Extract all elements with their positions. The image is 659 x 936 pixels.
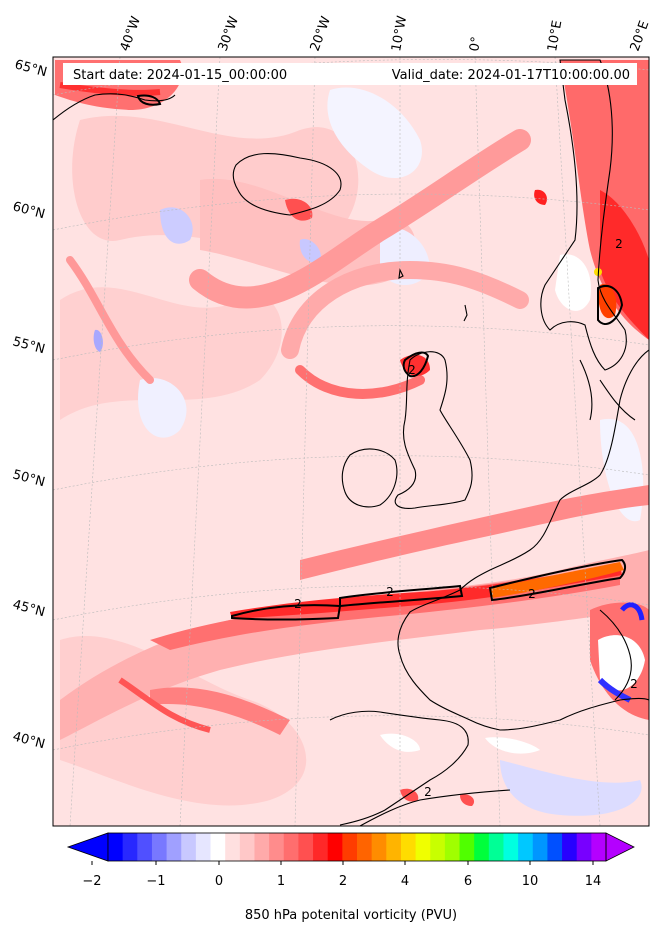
colorbar-swatch — [562, 833, 578, 861]
colorbar-tick-label: 14 — [585, 874, 602, 889]
lon-label: 10°W — [389, 15, 410, 53]
colorbar-tick-label: −1 — [146, 874, 165, 889]
colorbar-swatch — [386, 833, 402, 861]
colorbar-swatch — [342, 833, 358, 861]
contour-label: 2 — [528, 587, 536, 601]
colorbar-swatch — [576, 833, 592, 861]
lon-label: 40°W — [118, 14, 144, 53]
colorbar-tick-label: 4 — [401, 874, 409, 889]
colorbar-swatch — [108, 833, 124, 861]
colorbar-swatch — [327, 833, 343, 861]
contour-label: 2 — [615, 237, 623, 251]
colorbar-tick-label: −2 — [82, 874, 101, 889]
coastlines — [53, 59, 649, 826]
colorbar-swatch — [151, 833, 168, 861]
colorbar-swatch — [415, 833, 431, 861]
contour-label: 2 — [424, 785, 432, 799]
valid-date-label: Valid_date: 2024-01-17T10:00:00.00 — [392, 68, 630, 83]
lat-label: 50°N — [11, 467, 47, 490]
colorbar-tick-label: 0 — [215, 874, 223, 889]
colorbar-swatch — [298, 833, 314, 861]
colorbar-swatch — [518, 833, 534, 861]
colorbar-swatch — [269, 833, 285, 861]
colorbar-label: 850 hPa potenital vorticity (PVU) — [245, 908, 457, 923]
colorbar-tick-label: 6 — [464, 874, 472, 889]
colorbar — [66, 832, 635, 865]
colorbar-swatch — [313, 833, 329, 861]
header-box — [63, 63, 637, 85]
longitude-labels: 40°W 30°W 20°W 10°W 0° 10°E 20°E — [118, 14, 653, 53]
lon-label: 20°E — [628, 19, 653, 54]
colorbar-swatch — [254, 833, 270, 861]
lon-label: 10°E — [545, 19, 565, 52]
lon-label: 20°W — [308, 14, 334, 53]
latitude-labels: 65°N 60°N 55°N 50°N 45°N 40°N — [11, 57, 49, 752]
lat-label: 40°N — [11, 729, 47, 752]
contour-label: 2 — [294, 597, 302, 611]
contour-labels: 2 2 2 2 2 2 2 — [294, 237, 638, 799]
colorbar-swatch — [400, 833, 417, 861]
colorbar-swatch — [225, 833, 241, 861]
lat-label: 60°N — [11, 199, 47, 222]
colorbar-swatch — [137, 833, 153, 861]
colorbar-tick-label: 2 — [339, 874, 347, 889]
start-date-label: Start date: 2024-01-15_00:00:00 — [73, 68, 287, 83]
colorbar-swatch — [474, 833, 490, 861]
colorbar-swatch — [166, 833, 182, 861]
colorbar-swatch — [444, 833, 461, 861]
colorbar-tick-label: 10 — [522, 874, 539, 889]
contour-label: 2 — [386, 585, 394, 599]
lon-label: 0° — [467, 36, 484, 53]
colorbar-tick-label: 1 — [277, 874, 285, 889]
colorbar-extend-max — [605, 832, 635, 862]
colorbar-swatch — [459, 833, 475, 861]
map-frame — [52, 56, 650, 827]
colorbar-swatch — [488, 833, 504, 861]
colorbar-swatch — [357, 833, 373, 861]
colorbar-swatch — [547, 833, 563, 861]
colorbar-tick-labels: −2 −1 0 1 2 4 6 10 14 — [82, 874, 601, 889]
colorbar-swatch — [210, 833, 226, 861]
colorbar-swatch — [430, 833, 446, 861]
colorbar-extend-min — [66, 832, 109, 862]
colorbar-swatch — [283, 833, 299, 861]
contour-label: 2 — [408, 363, 416, 377]
colorbar-swatch — [195, 833, 212, 861]
lat-label: 65°N — [13, 57, 49, 80]
colorbar-swatch — [239, 833, 255, 861]
lon-label: 30°W — [216, 14, 242, 53]
colorbar-swatch — [122, 833, 138, 861]
colorbar-swatch — [181, 833, 197, 861]
colorbar-swatch — [503, 833, 519, 861]
colorbar-swatch — [371, 833, 387, 861]
colorbar-swatch — [532, 833, 548, 861]
lat-label: 55°N — [11, 334, 47, 357]
lat-label: 45°N — [11, 597, 47, 620]
colorbar-outline — [107, 832, 607, 862]
colorbar-swatch — [591, 833, 607, 861]
pv-map-field — [53, 57, 649, 826]
contour-label: 2 — [630, 677, 638, 691]
